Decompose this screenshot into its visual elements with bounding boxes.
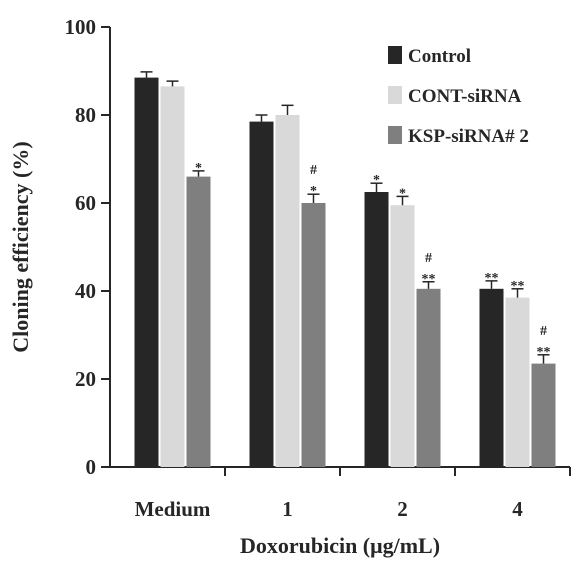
- y-tick-label: 20: [75, 367, 96, 391]
- x-tick-label: 4: [512, 497, 523, 521]
- bar: [249, 121, 274, 467]
- significance-marker: *: [195, 161, 202, 176]
- x-ticks: Medium 1 2 4: [135, 467, 571, 521]
- y-tick-label: 60: [75, 191, 96, 215]
- legend-label: CONT-siRNA: [408, 86, 522, 107]
- bar: [364, 192, 389, 467]
- legend: Control CONT-siRNA KSP-siRNA# 2: [388, 46, 529, 147]
- bar: [275, 115, 300, 467]
- legend-swatch: [388, 126, 402, 144]
- y-tick-label: 0: [86, 455, 97, 479]
- bars: [134, 71, 556, 468]
- significance-marker: #: [540, 324, 547, 339]
- significance-marker: *: [399, 186, 406, 201]
- bar: [479, 288, 504, 467]
- significance-marker: **: [537, 345, 551, 360]
- significance-marker: #: [310, 163, 317, 178]
- y-tick-label: 100: [65, 15, 97, 39]
- x-axis-label: Doxorubicin (μg/mL): [240, 533, 440, 558]
- x-tick-label: 2: [397, 497, 408, 521]
- x-tick-label: Medium: [135, 497, 211, 521]
- annotations: **#****#******#: [195, 161, 551, 360]
- significance-marker: **: [485, 271, 499, 286]
- bar: [505, 297, 530, 467]
- bar: [531, 363, 556, 467]
- y-tick-label: 40: [75, 279, 96, 303]
- x-tick-label: 1: [282, 497, 293, 521]
- y-axis-label: Cloning efficiency (%): [8, 141, 33, 352]
- bar: [134, 77, 159, 467]
- bar: [186, 176, 211, 467]
- bar: [301, 203, 326, 467]
- significance-marker: *: [310, 184, 317, 199]
- legend-swatch: [388, 86, 402, 104]
- legend-label: Control: [408, 46, 471, 67]
- legend-label: KSP-siRNA# 2: [408, 126, 529, 147]
- significance-marker: **: [511, 279, 525, 294]
- bar: [416, 288, 441, 467]
- significance-marker: #: [425, 251, 432, 266]
- bar: [160, 86, 185, 468]
- y-ticks: 0 20 40 60 80 100: [65, 15, 110, 479]
- legend-swatch: [388, 46, 402, 64]
- bar: [390, 205, 415, 467]
- y-tick-label: 80: [75, 103, 96, 127]
- significance-marker: *: [373, 173, 380, 188]
- significance-marker: **: [422, 272, 436, 287]
